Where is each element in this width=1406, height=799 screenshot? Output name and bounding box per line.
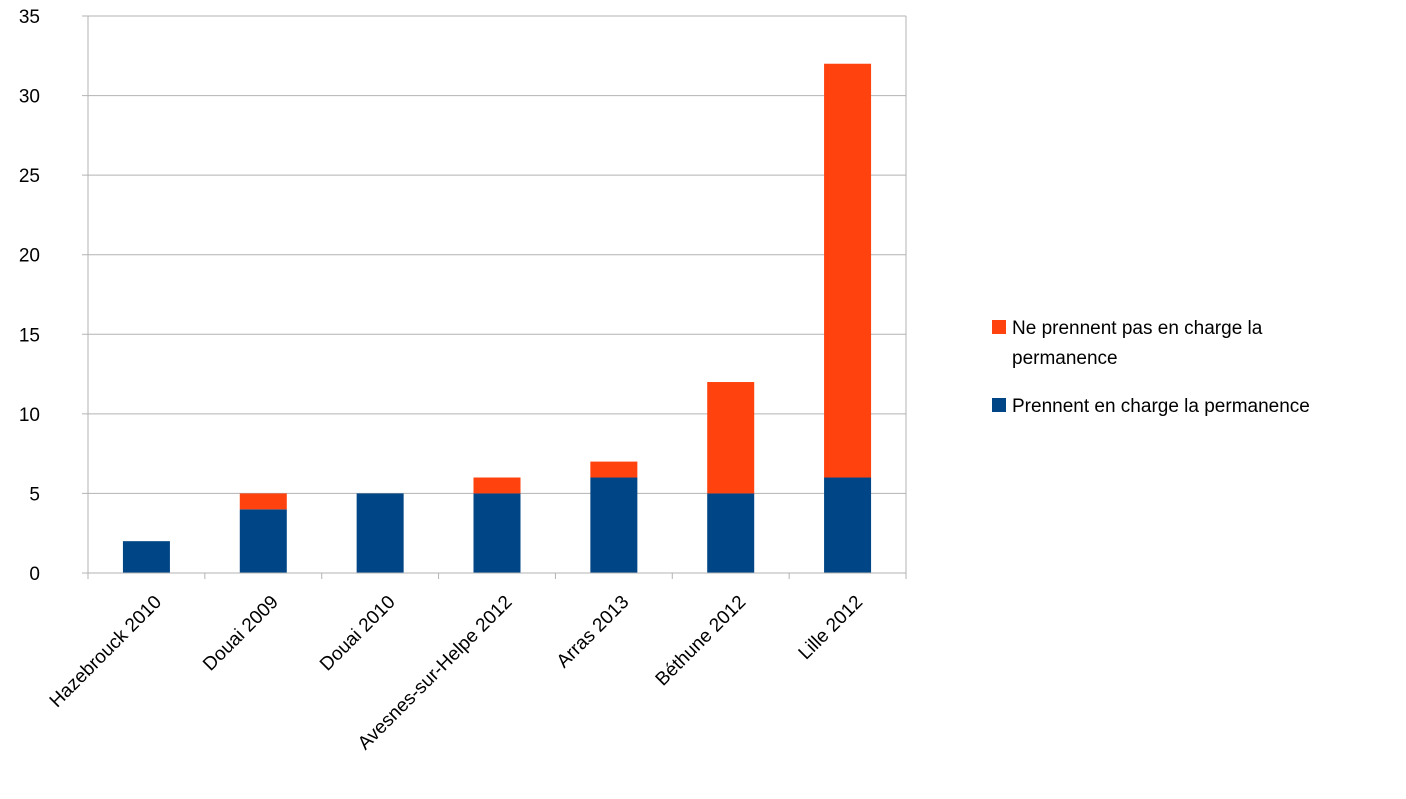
bar-segment — [590, 461, 638, 478]
y-tick-label: 25 — [19, 166, 40, 187]
x-tick-labels: Hazebrouck 2010 Douai 2009 Douai 2010Avesn… — [46, 592, 867, 754]
bar-segment — [239, 509, 287, 573]
y-tick-labels: 0 5 10 15 20 25 30 35 — [19, 7, 40, 585]
bar-segment — [707, 493, 755, 573]
bar-segment — [824, 477, 872, 573]
y-tick-label: 0 — [29, 564, 40, 585]
y-tick-label: 5 — [29, 484, 40, 505]
x-tick-label: Douai 2009 — [199, 592, 283, 676]
y-tick-label: 35 — [19, 7, 40, 28]
y-tick-label: 20 — [19, 246, 40, 267]
legend-swatch — [992, 398, 1006, 412]
bar-segment — [122, 541, 170, 573]
legend-swatch — [992, 320, 1006, 334]
bar-segment — [356, 493, 404, 573]
y-tick-label: 10 — [19, 405, 40, 426]
legend: Ne prennent pas en charge la permanence Pr… — [992, 318, 1310, 417]
bar-segment — [824, 63, 872, 478]
y-tick-label: 30 — [19, 87, 40, 108]
bar-segment — [590, 477, 638, 573]
gridlines — [82, 15, 906, 574]
x-tick-label: Béthune 2012 — [652, 592, 751, 691]
legend-label: Prennent en charge la permanence — [1012, 396, 1310, 417]
bars — [122, 63, 872, 573]
bar-segment — [473, 493, 521, 573]
x-tick-label: Arras 2013 — [553, 592, 634, 673]
x-tick-label: Lille 2012 — [795, 592, 867, 664]
y-tick-label: 15 — [19, 325, 40, 346]
legend-label: Ne prennent pas en charge la permanence — [1012, 318, 1263, 369]
x-tick-label: Hazebrouck 2010 — [46, 592, 166, 712]
bar-segment — [473, 477, 521, 494]
bar-segment — [239, 493, 287, 510]
axes — [87, 16, 907, 579]
bar-segment — [707, 382, 755, 494]
x-tick-label: Douai 2010 — [316, 592, 400, 676]
